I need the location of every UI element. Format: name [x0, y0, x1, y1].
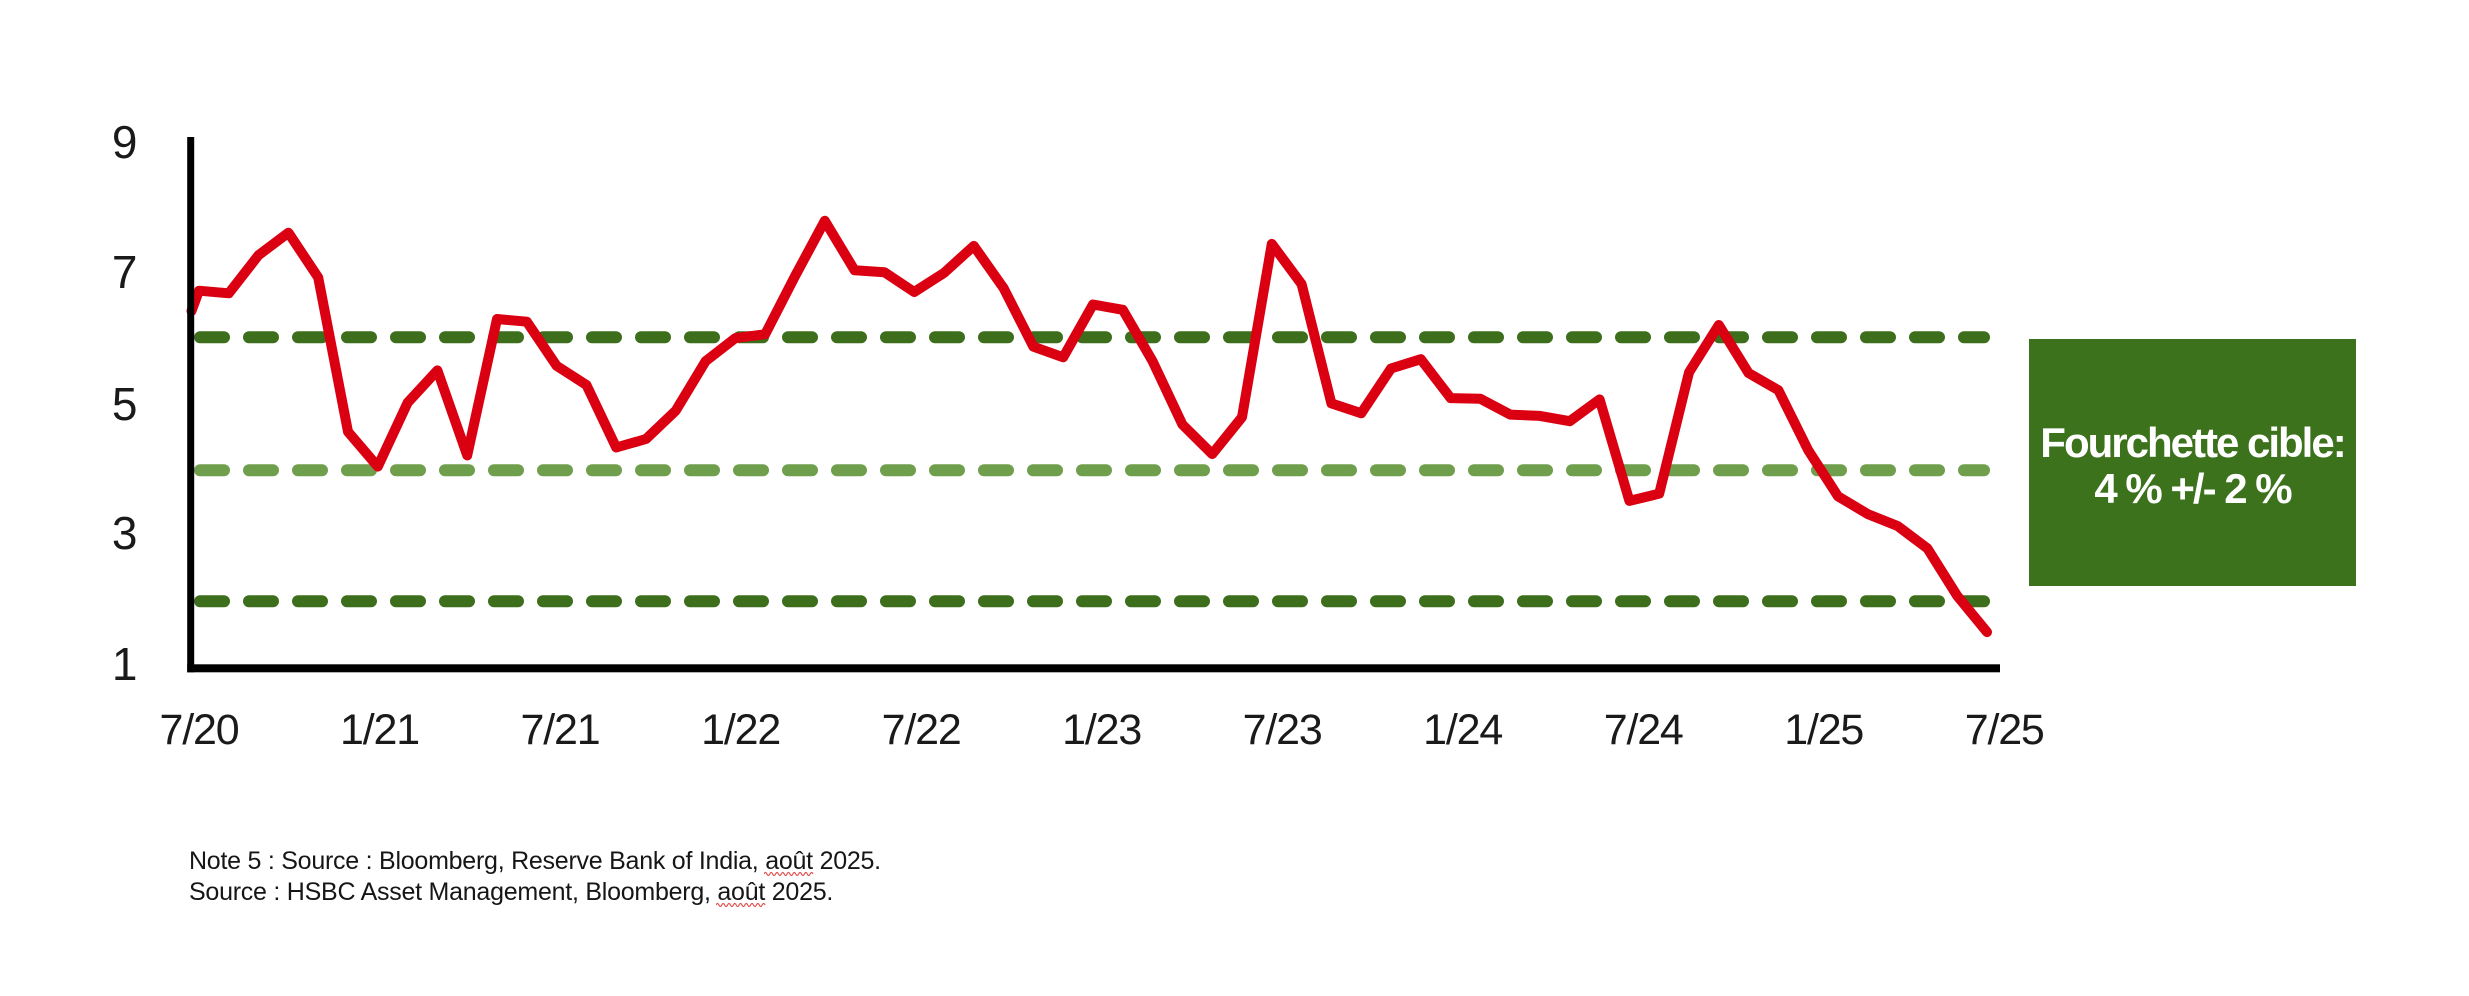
svg-text:7/22: 7/22	[882, 706, 961, 754]
svg-text:1: 1	[112, 638, 138, 690]
svg-text:7/20: 7/20	[160, 706, 239, 754]
svg-text:1/21: 1/21	[340, 706, 419, 754]
svg-text:7/25: 7/25	[1965, 706, 2044, 754]
svg-text:7: 7	[112, 246, 138, 298]
svg-text:7/24: 7/24	[1604, 706, 1683, 754]
svg-text:1/25: 1/25	[1784, 706, 1863, 754]
svg-text:9: 9	[112, 116, 138, 168]
svg-text:1/24: 1/24	[1423, 706, 1502, 754]
svg-text:7/23: 7/23	[1243, 706, 1322, 754]
svg-text:1/22: 1/22	[701, 706, 780, 754]
svg-text:3: 3	[112, 507, 138, 559]
svg-text:7/21: 7/21	[521, 706, 600, 754]
svg-text:1/23: 1/23	[1062, 706, 1141, 754]
svg-text:5: 5	[112, 378, 138, 430]
